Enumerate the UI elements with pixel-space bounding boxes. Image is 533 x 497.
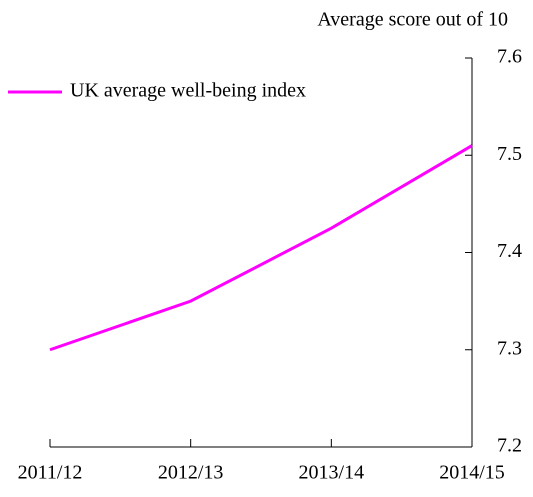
x-tick-label: 2011/12 [18, 462, 83, 484]
legend-label: UK average well-being index [70, 80, 306, 102]
y-tick-label: 7.2 [497, 435, 522, 457]
x-tick-label: 2012/13 [158, 462, 224, 484]
x-tick-label: 2014/15 [439, 462, 505, 484]
y-tick-label: 7.5 [497, 143, 522, 165]
x-tick-label: 2013/14 [299, 462, 365, 484]
y-tick-label: 7.3 [497, 337, 522, 359]
y-axis-label: Average score out of 10 [317, 9, 508, 31]
y-tick-label: 7.4 [497, 240, 522, 262]
y-tick-label: 7.6 [497, 46, 522, 68]
data-line [49, 144, 473, 352]
